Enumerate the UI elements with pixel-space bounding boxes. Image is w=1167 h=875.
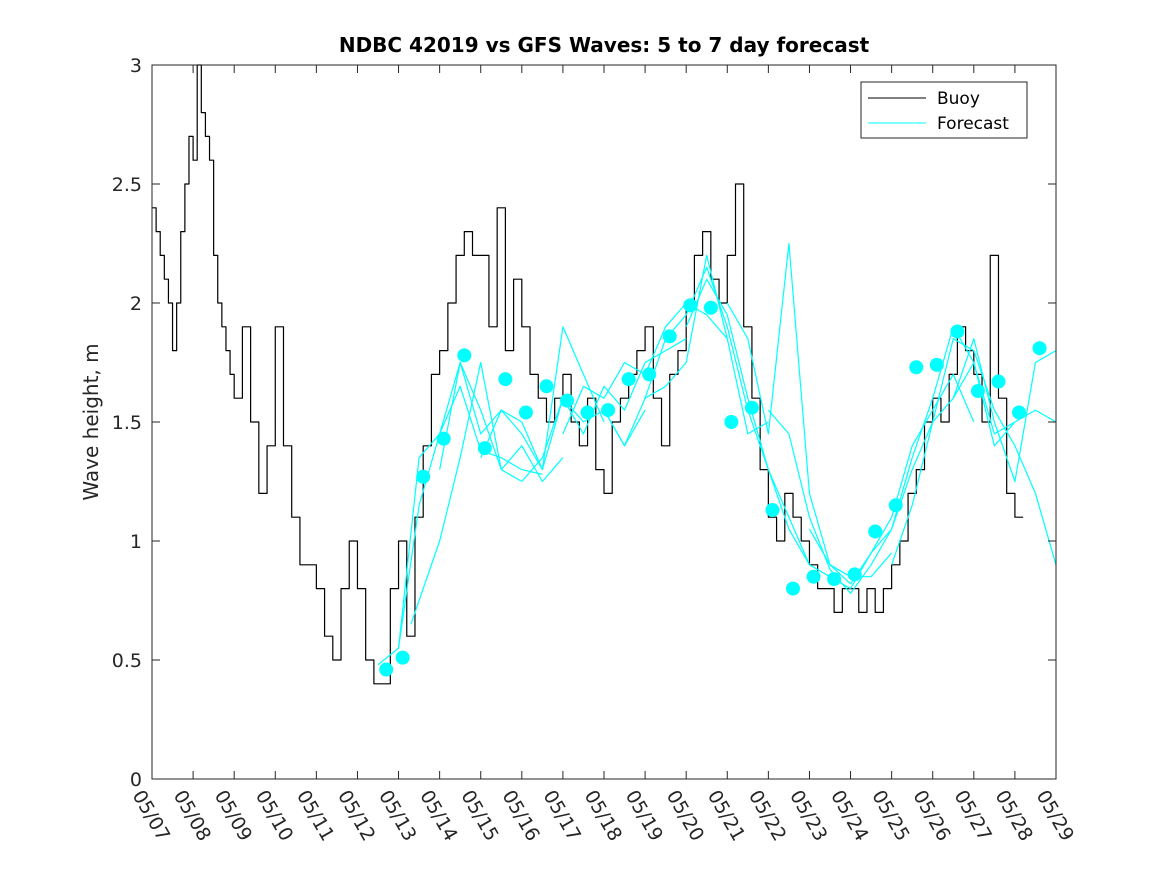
forecast-point (457, 348, 472, 363)
x-tick-label: 05/22 (744, 787, 790, 845)
forecast-point (847, 567, 862, 582)
y-tick-label: 2 (130, 293, 142, 315)
forecast-point (621, 372, 636, 387)
x-tick-label: 05/23 (785, 787, 831, 845)
x-tick-label: 05/14 (415, 787, 461, 845)
forecast-point (436, 431, 451, 446)
forecast-series-line (767, 409, 934, 594)
forecast-series-line (952, 361, 1057, 447)
forecast-point (498, 372, 513, 387)
x-tick-label: 05/07 (128, 787, 174, 845)
forecast-series-line (377, 361, 523, 666)
forecast-point (888, 498, 903, 513)
forecast-series-line (397, 385, 543, 649)
forecast-point (379, 662, 394, 677)
forecast-point (909, 360, 924, 375)
x-tick-label: 05/19 (621, 787, 667, 845)
x-tick-label: 05/28 (991, 787, 1037, 845)
x-tick-label: 05/26 (908, 787, 954, 845)
legend-forecast-label: Forecast (937, 114, 1009, 134)
forecast-point (868, 524, 883, 539)
y-axis: 0 0.5 1 1.5 2 2.5 3 (112, 55, 1056, 791)
forecast-series-line (685, 278, 851, 590)
marker-layer (379, 298, 1047, 677)
y-tick-label: 1 (130, 531, 142, 553)
forecast-point (560, 393, 575, 408)
x-tick-label: 05/24 (826, 787, 872, 845)
forecast-point (416, 469, 431, 484)
forecast-point (642, 367, 657, 382)
x-tick-label: 05/20 (662, 787, 708, 845)
y-axis-label: Wave height, m (79, 343, 103, 500)
forecast-point (929, 357, 944, 372)
legend: Buoy Forecast (860, 81, 1028, 139)
x-tick-label: 05/18 (580, 787, 626, 845)
x-tick-label: 05/09 (210, 787, 256, 845)
y-tick-label: 1.5 (112, 412, 142, 434)
forecast-point (518, 405, 533, 420)
forecast-series-line (521, 338, 687, 482)
x-tick-label: 05/27 (949, 787, 995, 845)
forecast-point (970, 384, 985, 399)
x-tick-label: 05/15 (456, 787, 502, 845)
y-tick-label: 0.5 (112, 650, 142, 672)
x-tick-label: 05/16 (497, 787, 543, 845)
forecast-point (601, 403, 616, 418)
y-tick-label: 0 (130, 769, 142, 791)
y-tick-label: 3 (130, 55, 142, 77)
series-layer (152, 64, 1057, 685)
forecast-series-line (808, 373, 975, 585)
chart-title: NDBC 42019 vs GFS Waves: 5 to 7 day fore… (339, 33, 870, 57)
forecast-series-line (850, 326, 1016, 589)
x-tick-label: 05/13 (374, 787, 420, 845)
forecast-series-line (603, 254, 769, 447)
forecast-series-line (439, 326, 605, 471)
x-tick-label: 05/25 (867, 787, 913, 845)
legend-box (860, 81, 1028, 139)
x-tick-label: 05/17 (539, 787, 585, 845)
x-tick-label: 05/21 (703, 787, 749, 845)
forecast-series-line (726, 242, 893, 578)
forecast-point (1012, 405, 1027, 420)
legend-buoy-label: Buoy (937, 89, 980, 109)
x-tick-label: 05/10 (251, 787, 297, 845)
y-tick-label: 2.5 (112, 174, 142, 196)
forecast-point (683, 298, 698, 313)
forecast-point (744, 400, 759, 415)
x-tick-label: 05/11 (292, 787, 338, 845)
forecast-point (950, 324, 965, 339)
forecast-point (477, 441, 492, 456)
forecast-point (724, 415, 739, 429)
forecast-point (539, 379, 554, 394)
forecast-point (395, 650, 410, 665)
buoy-series-line (152, 64, 1024, 685)
forecast-series-line (891, 338, 1057, 565)
x-tick-label: 05/12 (333, 787, 379, 845)
x-tick-label: 05/29 (1032, 787, 1078, 845)
forecast-point (786, 581, 801, 596)
forecast-series-line (410, 361, 564, 625)
forecast-point (827, 572, 842, 587)
forecast-point (1032, 341, 1047, 356)
forecast-point (580, 405, 595, 420)
x-tick-label: 05/08 (169, 787, 215, 845)
forecast-point (765, 503, 780, 518)
forecast-point (703, 300, 718, 315)
forecast-point (806, 569, 821, 584)
forecast-point (991, 374, 1006, 389)
forecast-point (662, 329, 677, 344)
